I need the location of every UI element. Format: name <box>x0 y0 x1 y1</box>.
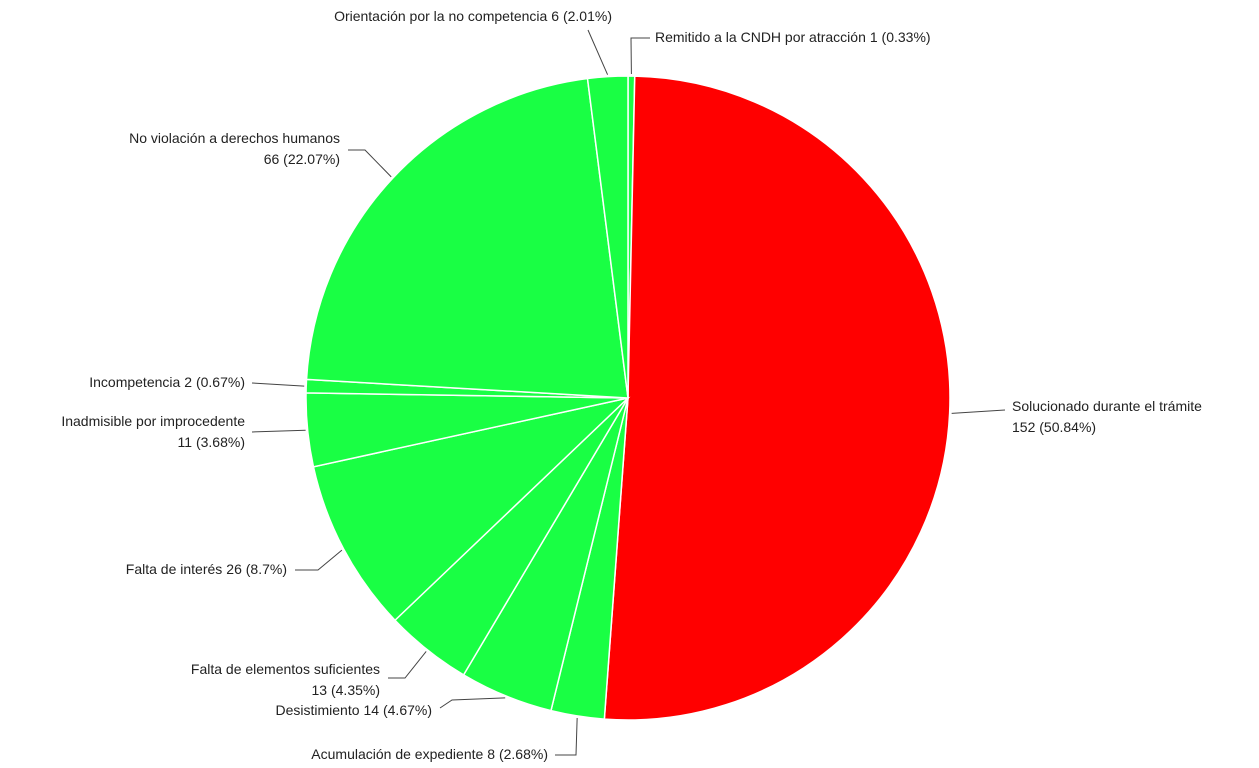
slice-label: No violación a derechos humanos 66 (22.07… <box>129 130 340 167</box>
slice-value-label: 152 (50.84%) <box>1012 419 1096 435</box>
slice-category: No violación a derechos humanos <box>129 130 340 146</box>
slice-value-label: 1 (0.33%) <box>870 29 931 45</box>
leader-line <box>388 651 427 679</box>
slice-category: Solucionado durante el trámite <box>1012 398 1202 414</box>
slice-value-label: 8 (2.68%) <box>487 746 548 762</box>
slice-category: Falta de interés <box>126 561 223 577</box>
leader-line <box>630 37 650 75</box>
slice-label: Inadmisible por improcedente 11 (3.68%) <box>61 413 245 450</box>
slice-value-label: 11 (3.68%) <box>178 434 245 450</box>
slice-value-label: 2 (0.67%) <box>184 374 245 390</box>
slice-label: Falta de interés 26 (8.7%) <box>126 561 287 577</box>
leader-line <box>251 429 306 433</box>
slice-category: Remitido a la CNDH por atracción <box>655 29 866 45</box>
slice-category: Falta de elementos suficientes <box>191 661 380 677</box>
slice-label: Remitido a la CNDH por atracción 1 (0.33%… <box>655 29 931 45</box>
slice-category: Desistimiento <box>275 702 359 718</box>
slice-category: Incompetencia <box>89 374 180 390</box>
pie-slice <box>305 77 629 399</box>
slice-label: Falta de elementos suficientes 13 (4.35%) <box>191 661 380 698</box>
slice-value-label: 13 (4.35%) <box>312 682 380 698</box>
leader-line <box>251 382 305 387</box>
slice-category: Inadmisible por improcedente <box>61 413 245 429</box>
slice-value-label: 6 (2.01%) <box>551 8 612 24</box>
leader-line <box>587 29 609 75</box>
slice-label: Acumulación de expediente 8 (2.68%) <box>311 746 548 762</box>
slice-value-label: 26 (8.7%) <box>226 561 287 577</box>
slice-value-label: 66 (22.07%) <box>264 151 340 167</box>
leader-line <box>951 409 1006 414</box>
slice-label: Desistimiento 14 (4.67%) <box>275 702 432 718</box>
slice-label: Solucionado durante el trámite 152 (50.84… <box>1012 398 1202 435</box>
leader-line <box>295 549 343 571</box>
slice-label: Orientación por la no competencia 6 (2.01… <box>334 8 612 24</box>
pie-slice <box>312 396 631 622</box>
slice-category: Orientación por la no competencia <box>334 8 547 24</box>
pie-slice <box>586 75 629 399</box>
slice-label: Incompetencia 2 (0.67%) <box>89 374 245 390</box>
slice-value-label: 14 (4.67%) <box>364 702 432 718</box>
leader-line <box>439 697 506 709</box>
leader-line <box>555 717 578 756</box>
pie-slice <box>603 75 951 721</box>
leader-line <box>348 149 392 178</box>
slice-category: Acumulación de expediente <box>311 746 483 762</box>
